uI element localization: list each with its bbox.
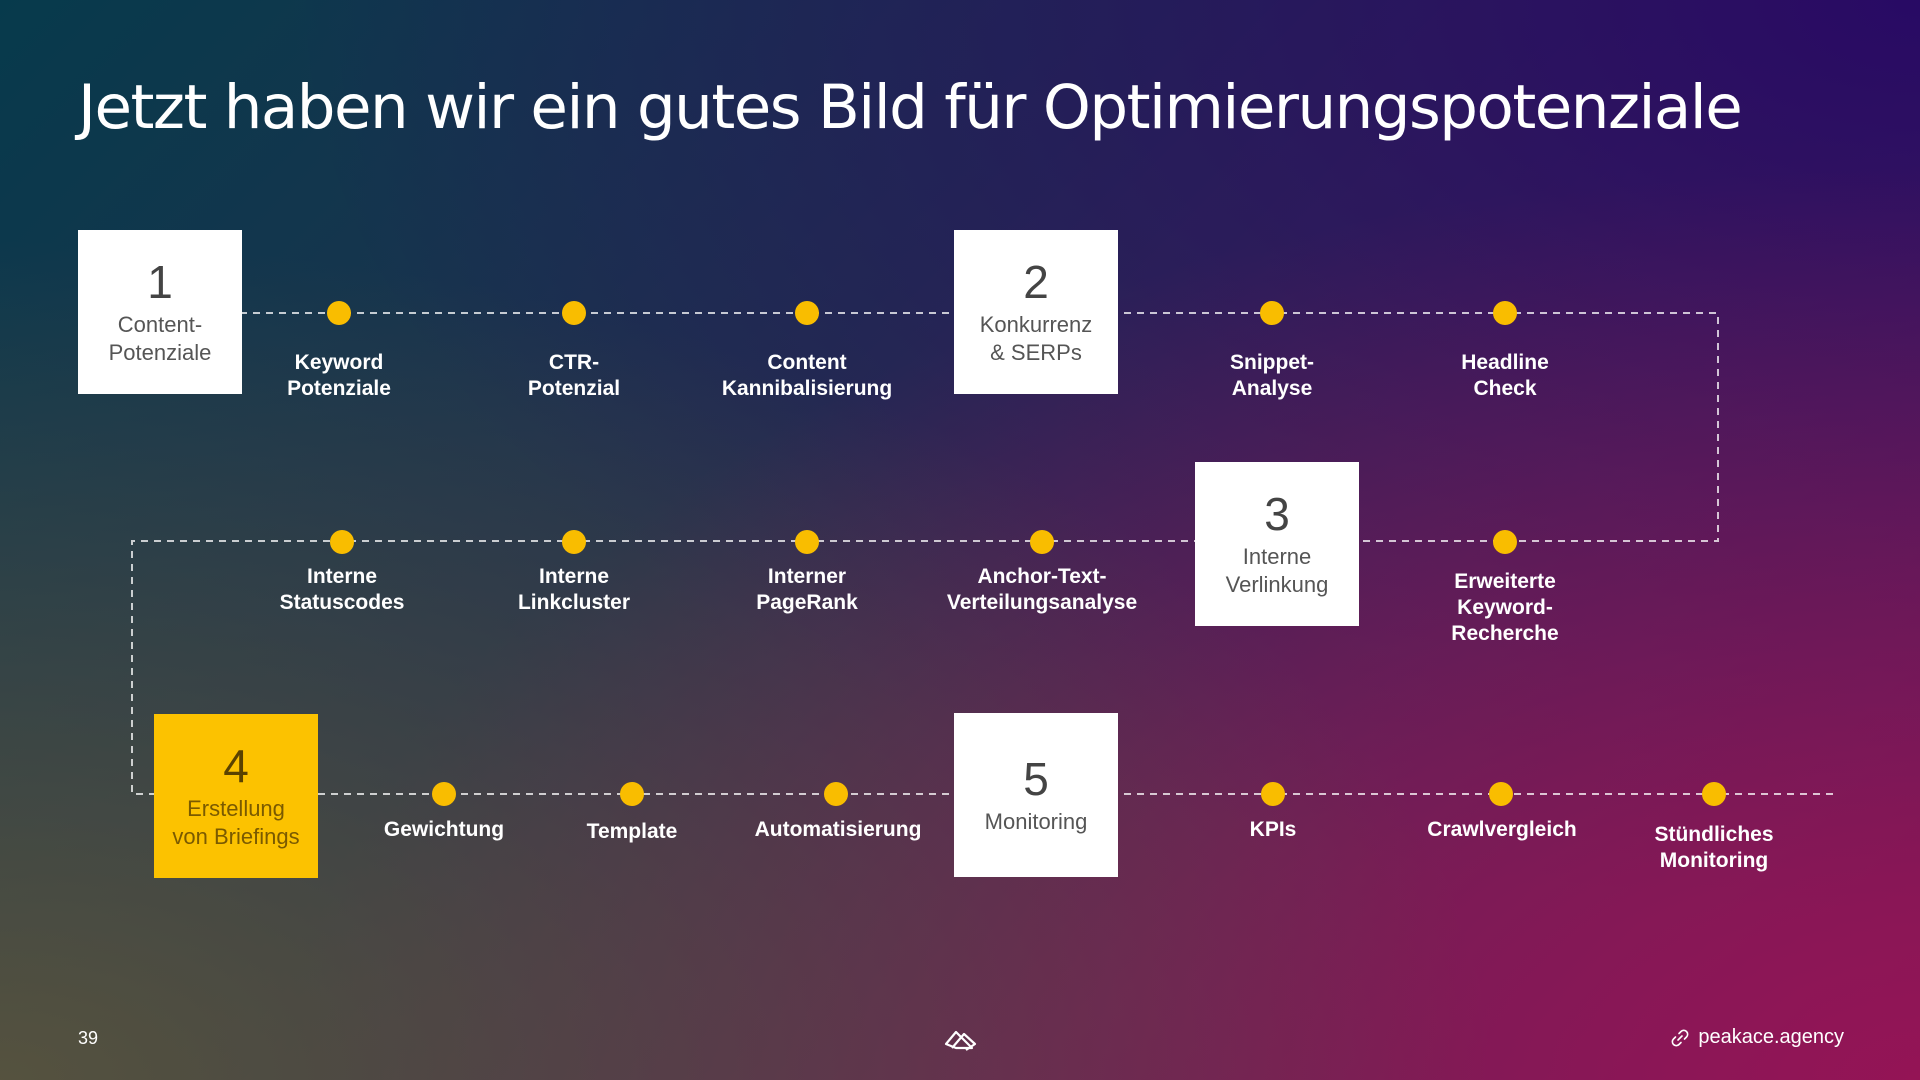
step-box-2: 2 Konkurrenz & SERPs bbox=[954, 230, 1118, 394]
milestone-label: Headline Check bbox=[1461, 351, 1549, 400]
step-number: 3 bbox=[1264, 488, 1290, 540]
milestone-label: Anchor-Text- Verteilungsanalyse bbox=[946, 565, 1138, 614]
milestone-label: Interne Statuscodes bbox=[279, 565, 405, 614]
milestone-label: Crawlvergleich bbox=[1427, 818, 1577, 841]
step-label: Content- Potenziale bbox=[108, 312, 212, 365]
website-link[interactable]: peakace.agency bbox=[1670, 1026, 1844, 1049]
milestone-dot bbox=[1489, 782, 1513, 806]
milestone-label: KPIs bbox=[1249, 818, 1297, 841]
step-number: 2 bbox=[1023, 256, 1049, 308]
slide-title: Jetzt haben wir ein gutes Bild für Optim… bbox=[78, 72, 1743, 143]
step-number: 5 bbox=[1023, 753, 1049, 805]
milestone-label: Interne Linkcluster bbox=[517, 565, 631, 614]
step-label: Monitoring bbox=[984, 809, 1088, 834]
milestone-label: Interner PageRank bbox=[756, 565, 858, 614]
milestone-label: Content Kannibalisierung bbox=[721, 351, 893, 400]
step-label: Konkurrenz & SERPs bbox=[979, 312, 1093, 365]
step-number: 4 bbox=[223, 740, 249, 792]
milestone-dot bbox=[824, 782, 848, 806]
step-number: 1 bbox=[147, 256, 173, 308]
milestone-dot bbox=[330, 530, 354, 554]
step-label: Interne Verlinkung bbox=[1225, 544, 1329, 597]
milestone-dot bbox=[432, 782, 456, 806]
milestone-label: Automatisierung bbox=[754, 818, 922, 841]
milestone-label: CTR- Potenzial bbox=[527, 351, 621, 400]
milestone-dot bbox=[1702, 782, 1726, 806]
milestone-label: Keyword Potenziale bbox=[287, 351, 391, 400]
milestone-label: Stündliches Monitoring bbox=[1654, 823, 1774, 872]
page-number: 39 bbox=[78, 1028, 99, 1048]
milestone-dot bbox=[562, 530, 586, 554]
milestone-label: Erweiterte Keyword- Recherche bbox=[1451, 570, 1559, 645]
milestone-label: Template bbox=[586, 820, 678, 843]
step-box-5: 5 Monitoring bbox=[954, 713, 1118, 877]
milestone-label: Snippet- Analyse bbox=[1230, 351, 1314, 400]
milestone-dot bbox=[1260, 301, 1284, 325]
milestone-dot bbox=[562, 301, 586, 325]
step-box-4: 4 Erstellung von Briefings bbox=[154, 714, 318, 878]
milestone-label: Gewichtung bbox=[383, 818, 505, 841]
milestone-dot bbox=[1261, 782, 1285, 806]
milestone-dot bbox=[1493, 301, 1517, 325]
milestone-dot bbox=[795, 530, 819, 554]
milestone-dot bbox=[795, 301, 819, 325]
milestone-dot bbox=[620, 782, 644, 806]
step-box-1: 1 Content- Potenziale bbox=[78, 230, 242, 394]
milestone-dot bbox=[1493, 530, 1517, 554]
milestone-dot bbox=[327, 301, 351, 325]
link-icon bbox=[1671, 1029, 1689, 1046]
step-label: Erstellung von Briefings bbox=[172, 796, 300, 849]
website-url: peakace.agency bbox=[1698, 1026, 1844, 1048]
milestone-dot bbox=[1030, 530, 1054, 554]
step-box-3: 3 Interne Verlinkung bbox=[1195, 462, 1359, 626]
peakace-logo-icon bbox=[944, 1030, 977, 1051]
